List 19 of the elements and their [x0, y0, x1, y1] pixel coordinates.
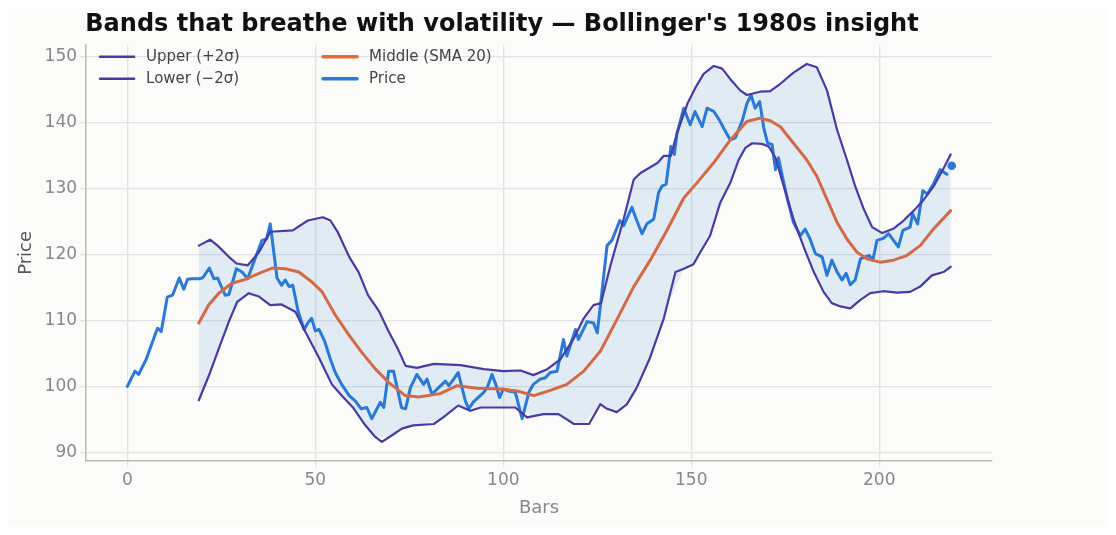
- legend-label: Price: [369, 68, 406, 87]
- y-tick-label: 110: [44, 309, 78, 330]
- y-tick-label: 120: [44, 243, 78, 264]
- y-tick-label: 100: [44, 375, 78, 396]
- chart-title: Bands that breathe with volatility — Bollinger's 1980s insight: [85, 8, 919, 37]
- y-tick-label: 130: [44, 177, 78, 198]
- y-tick-label: 150: [44, 45, 78, 66]
- legend-label: Upper (+2σ): [146, 46, 240, 65]
- legend-label: Lower (−2σ): [146, 68, 240, 87]
- x-axis-title: Bars: [518, 495, 560, 517]
- x-tick-label: 50: [304, 468, 327, 489]
- x-tick-label: 100: [487, 468, 520, 489]
- y-tick-label: 90: [55, 441, 78, 462]
- x-tick-label: 150: [675, 468, 708, 489]
- y-axis-title: Price: [14, 230, 36, 275]
- x-tick-label: 0: [121, 468, 133, 489]
- x-tick-label: 200: [863, 468, 896, 489]
- legend-label: Middle (SMA 20): [369, 46, 492, 65]
- y-tick-label: 140: [44, 111, 78, 132]
